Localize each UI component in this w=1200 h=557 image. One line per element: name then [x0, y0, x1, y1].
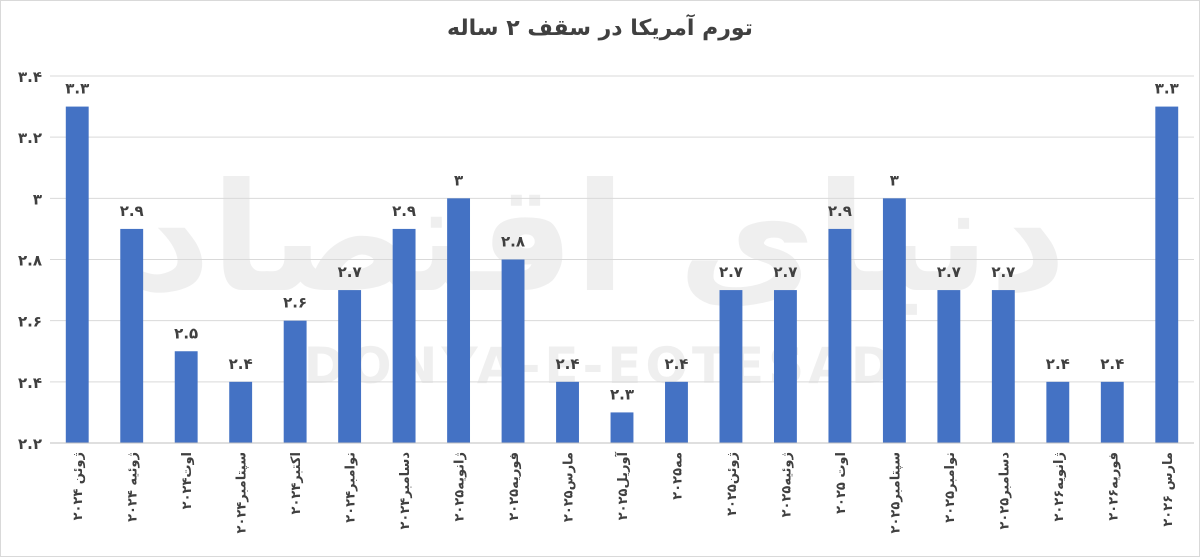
watermark-text: DONYA-E-EQTESAD [304, 337, 897, 395]
y-tick-label: ۲.۴ [18, 374, 42, 392]
x-tick-label: ژانویه۲۰۲۶ [1052, 452, 1067, 522]
bar [120, 228, 144, 443]
y-tick-label: ۳ [33, 190, 42, 208]
x-axis: ژوئن ۲۰۲۴ ژوئیه ۲۰۲۴ اوت۲۰۲۴ سپتامبر۲۰۲۴ اکت… [50, 442, 1194, 533]
chart-title: تورم آمریکا در سقف ۲ ساله [447, 16, 753, 41]
data-label: ۲.۷ [937, 263, 961, 281]
data-label: ۲.۵ [174, 324, 198, 342]
x-tick-label: اکتبر۲۰۲۴ [289, 452, 304, 514]
x-tick-label: ژانویه۲۰۲۵ [453, 452, 468, 522]
y-tick-label: ۲.۸ [18, 252, 42, 270]
data-label: ۲.۷ [719, 263, 743, 281]
x-tick-label: ژوئن۲۰۲۵ [725, 452, 740, 516]
x-tick-label: ژوئن ۲۰۲۴ [71, 452, 86, 520]
data-label: ۲.۳ [610, 385, 634, 403]
x-tick-label: سپتامبر۲۰۲۵ [888, 452, 903, 533]
bar [610, 412, 634, 443]
data-label: ۳.۳ [1155, 80, 1179, 98]
data-label: ۲.۹ [392, 202, 416, 220]
data-label: ۳ [454, 171, 463, 189]
x-tick-label: فوریه۲۰۲۵ [507, 452, 522, 521]
data-label: ۲.۴ [1046, 355, 1070, 373]
data-label: ۲.۶ [283, 294, 307, 312]
data-label: ۳ [890, 171, 899, 189]
data-label: ۲.۷ [338, 263, 362, 281]
bar [556, 381, 579, 443]
bar [773, 290, 797, 443]
data-label: ۲.۸ [501, 233, 525, 251]
bars [65, 106, 1179, 443]
x-tick-label: فوریه۲۰۲۶ [1106, 452, 1121, 521]
bar [882, 198, 906, 443]
y-tick-label: ۳.۲ [18, 129, 42, 147]
data-label: ۲.۷ [991, 263, 1015, 281]
bar [1046, 381, 1070, 443]
bar [937, 290, 961, 443]
data-label: ۲.۴ [229, 355, 253, 373]
bar [665, 381, 688, 443]
data-label: ۲.۴ [1100, 355, 1124, 373]
y-tick-label: ۳.۴ [18, 68, 42, 86]
bar [392, 228, 416, 443]
x-tick-label: مه۲۰۲۵ [670, 452, 685, 500]
bar [283, 320, 307, 443]
x-tick-label: ژوئیه۲۰۲۵ [779, 452, 794, 517]
bar [501, 259, 525, 443]
data-label: ۲.۷ [773, 263, 797, 281]
data-label: ۲.۴ [664, 355, 688, 373]
y-axis: ۲.۲ ۲.۴ ۲.۶ ۲.۸ ۳ ۳.۲ ۳.۴ [18, 68, 42, 453]
bar [174, 351, 198, 443]
bar [1100, 381, 1124, 443]
bar [229, 381, 253, 443]
x-tick-label: مارس۲۰۲۵ [562, 452, 577, 522]
bar [828, 228, 852, 443]
bar [447, 198, 471, 443]
watermark: دنیای اقتصاد DONYA-E-EQTESAD [134, 152, 1067, 395]
watermark-logo-text: دنیای اقتصاد [134, 152, 1067, 326]
y-tick-label: ۲.۶ [18, 313, 42, 331]
data-labels: ۳.۳ ۲.۹ ۲.۵ ۲.۴ ۲.۶ ۲.۷ ۲.۹ ۳ ۲.۸ ۲.۴ ۲.۳ ۲.۴ ۲.۷ ۲.۷… [65, 80, 1179, 404]
bar [1155, 106, 1179, 443]
bar [338, 290, 362, 443]
x-tick-label: سپتامبر۲۰۲۴ [235, 452, 250, 533]
data-label: ۲.۹ [120, 202, 144, 220]
x-tick-label: اوت۲۰۲۴ [180, 452, 195, 509]
data-label: ۲.۴ [556, 355, 580, 373]
x-tick-label: نوامبر۲۰۲۵ [943, 452, 958, 523]
bar [65, 106, 89, 443]
data-label: ۲.۹ [828, 202, 852, 220]
x-tick-label: آوریل۲۰۲۵ [614, 451, 631, 520]
x-tick-label: دسامبر۲۰۲۵ [997, 452, 1012, 530]
x-tick-label: دسامبر۲۰۲۴ [398, 452, 413, 530]
y-tick-label: ۲.۲ [18, 435, 42, 453]
bar [991, 290, 1015, 443]
x-tick-label: مارس ۲۰۲۶ [1161, 452, 1176, 527]
x-tick-label: اوت ۲۰۲۵ [834, 452, 849, 514]
data-label: ۳.۳ [65, 80, 89, 98]
x-tick-label: ژوئیه ۲۰۲۴ [126, 452, 141, 522]
bar [719, 290, 743, 443]
x-tick-label: نوامبر۲۰۲۴ [344, 452, 359, 523]
